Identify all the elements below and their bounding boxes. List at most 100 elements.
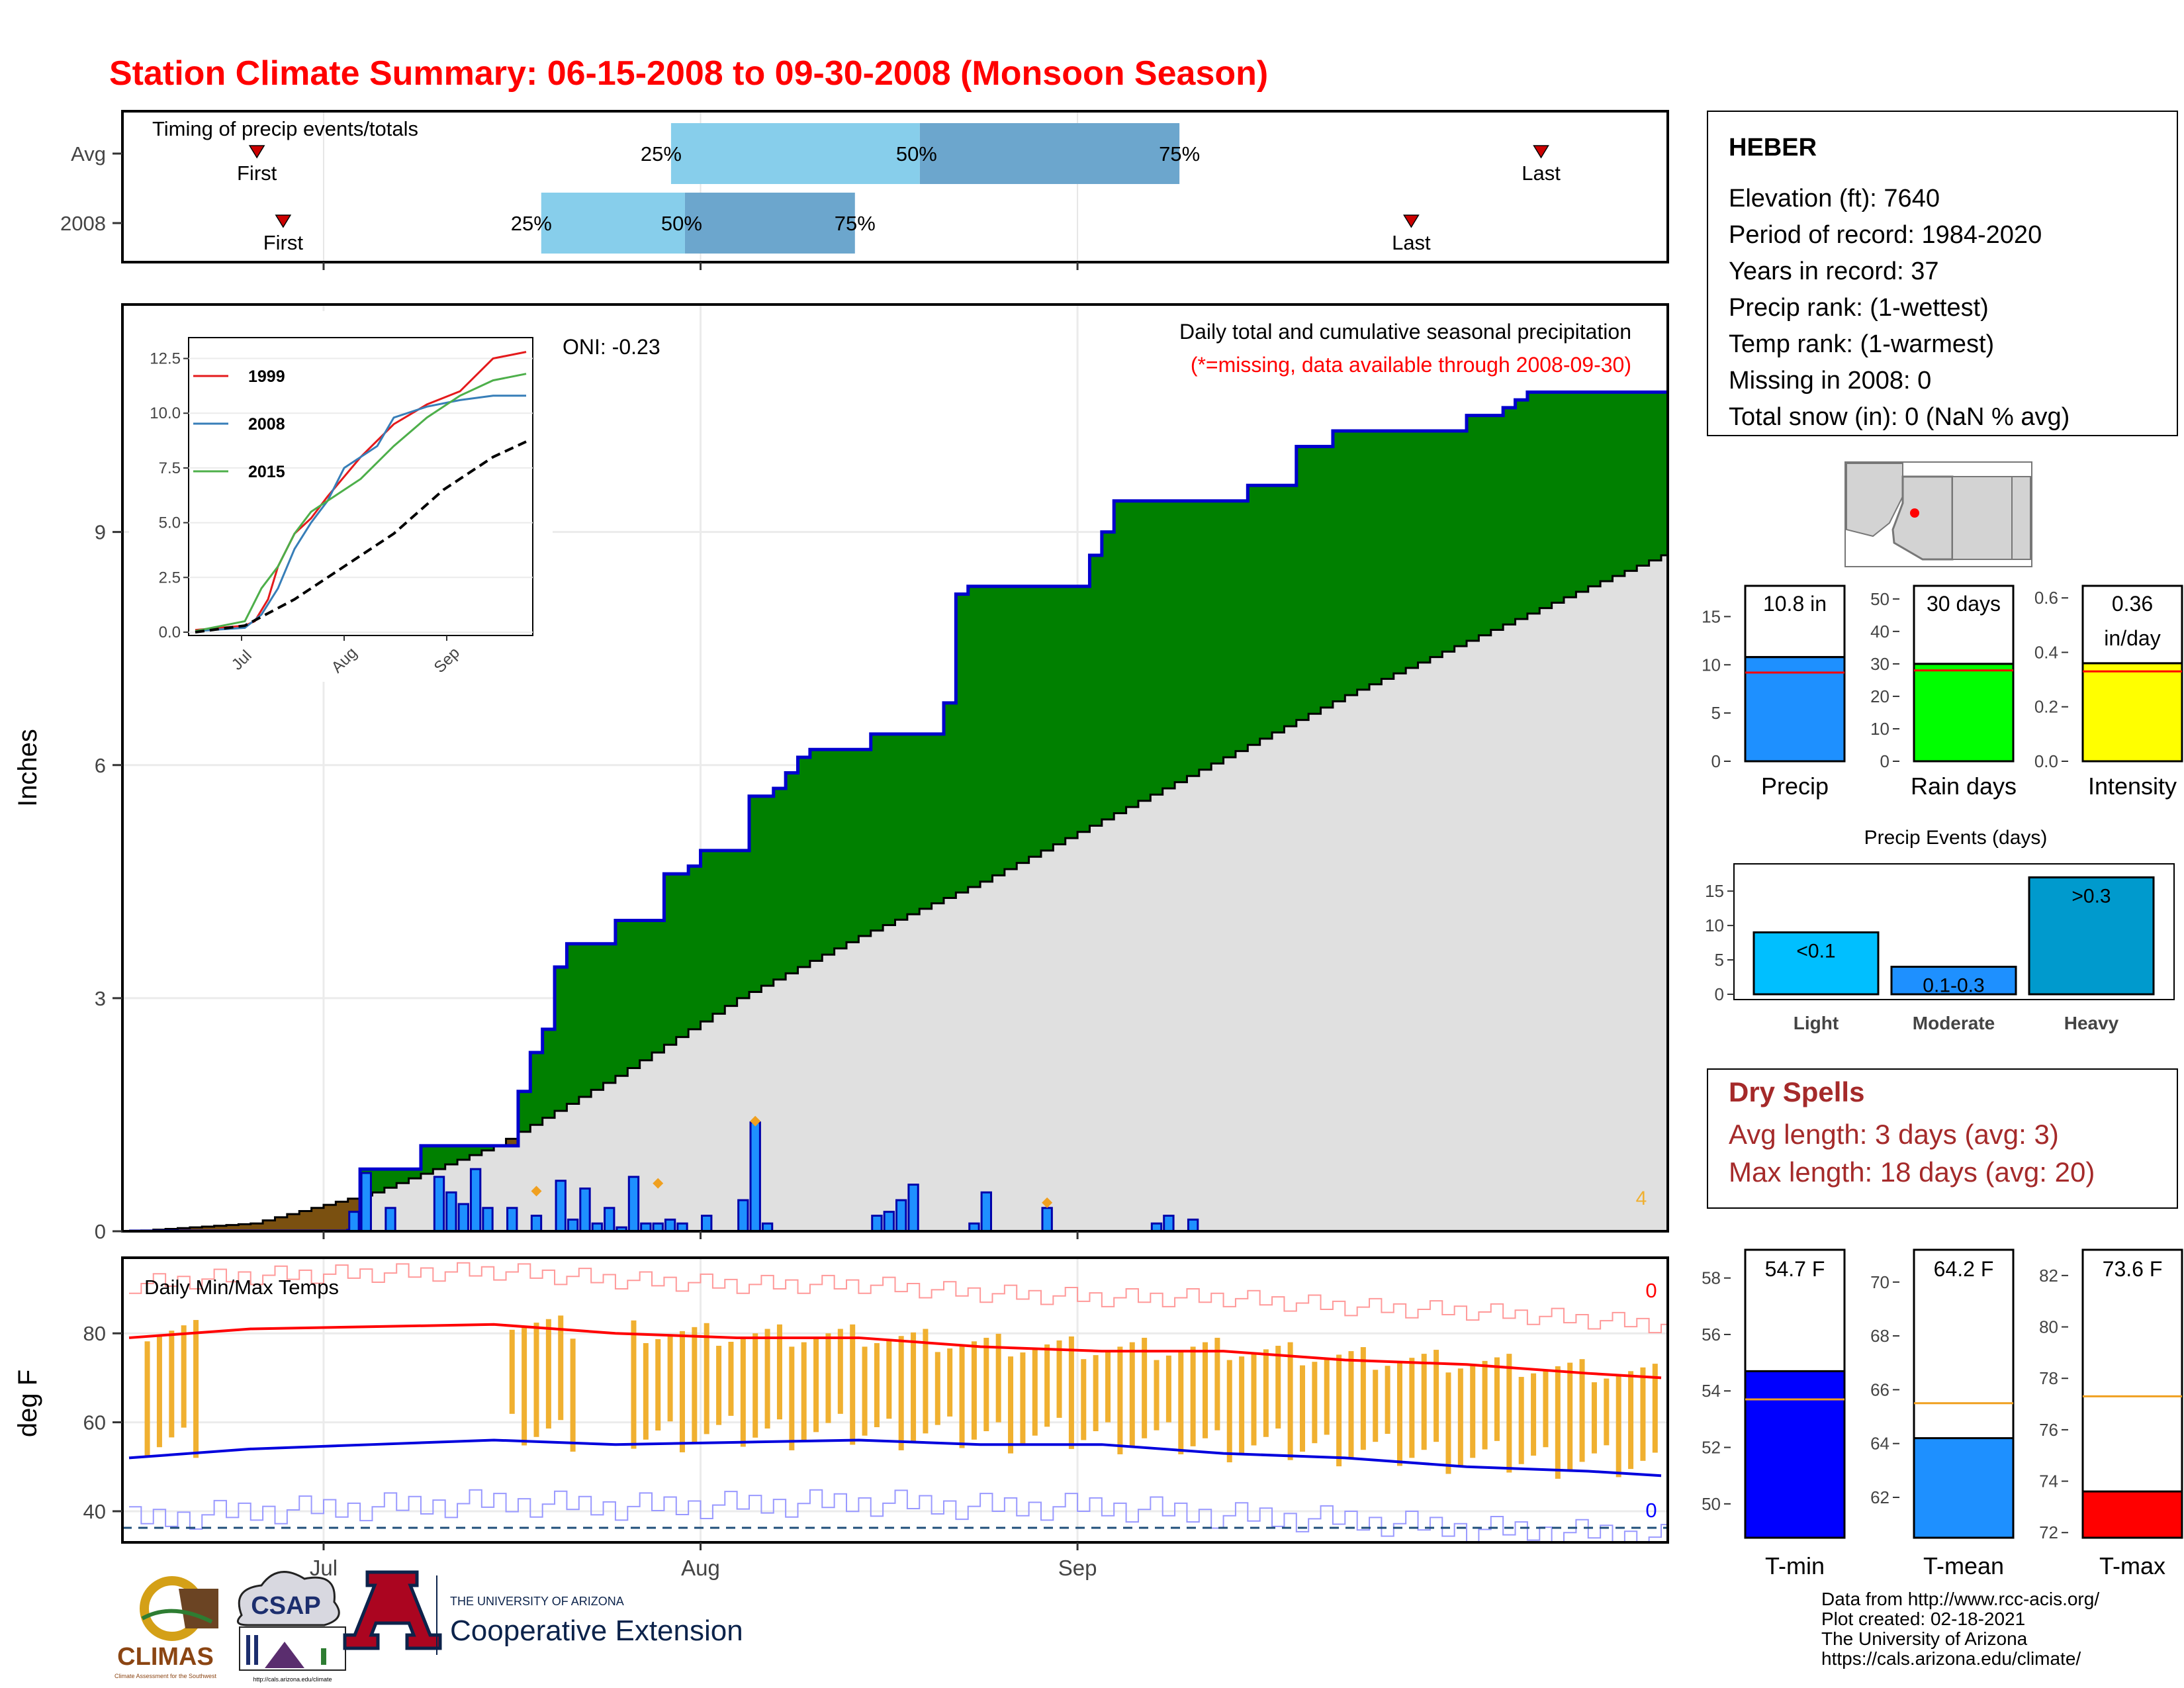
- inset-frame: [188, 337, 533, 636]
- extreme-count-label: 4: [1636, 1188, 1647, 1209]
- summary-y-tick-label: 10: [1702, 655, 1721, 675]
- station-line-5: Temp rank: (1-warmest): [1729, 330, 1994, 358]
- events-y-tick-label: 10: [1705, 915, 1724, 935]
- temp-summary-y-tick-label: 58: [1702, 1268, 1721, 1288]
- events-title: Precip Events (days): [1864, 827, 2048, 849]
- daily-precip-bar: [701, 1215, 713, 1231]
- daily-temp-bar: [1373, 1370, 1379, 1442]
- daily-temp-bar: [1531, 1373, 1537, 1456]
- daily-temp-range-bars: [144, 1315, 1658, 1479]
- summary-category-label: Precip: [1761, 773, 1829, 800]
- date-x-axis: Jul Aug Sep: [310, 1542, 1097, 1580]
- daily-precip-bar: [530, 1215, 543, 1231]
- daily-temp-bar: [1312, 1362, 1318, 1444]
- daily-temp-bar: [959, 1344, 965, 1448]
- daily-precip-bar: [737, 1199, 749, 1231]
- daily-temp-bar: [886, 1339, 892, 1419]
- inset-y-tick-label: 12.5: [150, 350, 181, 368]
- precip-panel: 0 3 6 9 Inches Daily total and cumulative s…: [13, 303, 1669, 1243]
- daily-temp-bar: [776, 1324, 782, 1420]
- ua-big-text: Cooperative Extension: [450, 1615, 743, 1647]
- page-title: Station Climate Summary: 06-15-2008 to 0…: [109, 54, 1268, 93]
- summary-y-tick-label: 50: [1870, 589, 1889, 609]
- summary-y-tick-label: 10: [1870, 719, 1889, 739]
- precip-y-tick-label: 0: [95, 1220, 106, 1243]
- station-line-6: Missing in 2008: 0: [1729, 367, 1931, 395]
- station-line-3: Years in record: 37: [1729, 258, 1939, 285]
- daily-temp-bar: [1518, 1377, 1524, 1464]
- daily-precip-bar: [627, 1176, 640, 1231]
- climas-subtitle: Climate Assessment for the Southwest: [114, 1673, 217, 1679]
- csap-rain-icon-2: [254, 1635, 258, 1665]
- temp-frame: [121, 1256, 1669, 1544]
- events-y-tick-label: 15: [1705, 881, 1724, 901]
- last-event-marker: [1403, 214, 1420, 228]
- events-bar-label: 0.1-0.3: [1923, 974, 1984, 996]
- summary-y-tick-label: 0.6: [2034, 588, 2058, 608]
- daily-temp-bar: [1287, 1342, 1293, 1460]
- dry-spells-avg: Avg length: 3 days (avg: 3): [1729, 1119, 2059, 1150]
- summary-bar-frame: [2081, 585, 2183, 665]
- daily-temp-bar: [1044, 1344, 1050, 1427]
- daily-temp-bar: [850, 1324, 856, 1445]
- daily-precip-bar: [482, 1207, 494, 1231]
- daily-precip-bar: [506, 1207, 518, 1231]
- temp-summary-y-tick-label: 82: [2039, 1266, 2058, 1286]
- temp-y-axis: 40 60 80: [83, 1322, 122, 1523]
- daily-temp-bar: [1433, 1350, 1439, 1442]
- station-line-1: Elevation (ft): 7640: [1729, 185, 1940, 212]
- dry-spells-title: Dry Spells: [1729, 1076, 1864, 1107]
- summary-y-tick-label: 5: [1711, 703, 1721, 723]
- temp-summary-y-tick-label: 68: [1870, 1326, 1889, 1346]
- inset-legend-label-2015: 2015: [248, 463, 285, 481]
- daily-temp-bar: [1275, 1346, 1281, 1429]
- dry-spells-frame: [1707, 1068, 2178, 1209]
- csap-cactus-icon: [321, 1648, 326, 1665]
- daily-precip-bar: [360, 1172, 372, 1231]
- daily-temp-bar: [1068, 1336, 1074, 1449]
- csap-cloud-icon: [236, 1571, 340, 1626]
- summary-y-tick-label: 0.2: [2034, 697, 2058, 717]
- daily-temp-bar: [1020, 1352, 1026, 1445]
- timing-p50-label: 50%: [896, 142, 937, 165]
- daily-temp-bar: [898, 1336, 904, 1450]
- daily-precip-bar: [445, 1191, 457, 1231]
- first-event-marker: [275, 214, 292, 228]
- daily-temp-bar: [1008, 1356, 1014, 1454]
- inset-y-tick-label: 0.0: [159, 624, 181, 641]
- temp-summary-value-label: 73.6 F: [2103, 1257, 2163, 1281]
- daily-temp-bar: [1056, 1340, 1062, 1418]
- temp-summary-y-tick-label: 70: [1870, 1272, 1889, 1292]
- daily-temp-bar: [911, 1332, 917, 1442]
- temp-panel: Daily Min/Max Temps 0 0 40 60 80 deg F Jul…: [13, 1256, 1669, 1580]
- record-high-count: 0: [1645, 1279, 1657, 1302]
- daily-temp-bar: [1615, 1374, 1621, 1477]
- daily-precip-bar: [980, 1191, 992, 1231]
- events-bar-label: >0.3: [2071, 885, 2111, 907]
- timing-p25-label: 25%: [511, 212, 552, 235]
- temp-summary-y-tick-label: 80: [2039, 1317, 2058, 1337]
- daily-precip-bar: [895, 1199, 907, 1231]
- daily-temp-bar: [1190, 1346, 1196, 1446]
- daily-precip-bar: [907, 1184, 919, 1231]
- daily-temp-bar: [947, 1348, 953, 1417]
- temp-y-tick-label: 40: [83, 1500, 106, 1523]
- daily-temp-bar: [934, 1352, 940, 1425]
- temp-summary-y-tick-label: 50: [1702, 1494, 1721, 1514]
- record-max-line: [129, 1262, 1668, 1334]
- events-bar-moderate: [1890, 965, 2017, 996]
- daily-temp-bar: [923, 1329, 929, 1434]
- summary-bar-intensity: [2081, 662, 2183, 763]
- temp-summary-y-tick-label: 78: [2039, 1368, 2058, 1388]
- summary-bar-frame: [1913, 585, 2015, 665]
- daily-temp-bar: [874, 1343, 880, 1427]
- first-event-label: First: [237, 162, 277, 185]
- timing-row-label: Avg: [71, 142, 106, 165]
- extreme-event-marker: [1042, 1197, 1053, 1208]
- daily-temp-bar: [1482, 1360, 1488, 1450]
- map-state-tx: [2011, 476, 2031, 560]
- events-category-label: Moderate: [1913, 1013, 1995, 1033]
- csap-logo: CSAP http://cals.arizona.edu/climate: [236, 1571, 346, 1683]
- summary-y-tick-label: 15: [1702, 606, 1721, 626]
- daily-temp-bar: [740, 1337, 746, 1447]
